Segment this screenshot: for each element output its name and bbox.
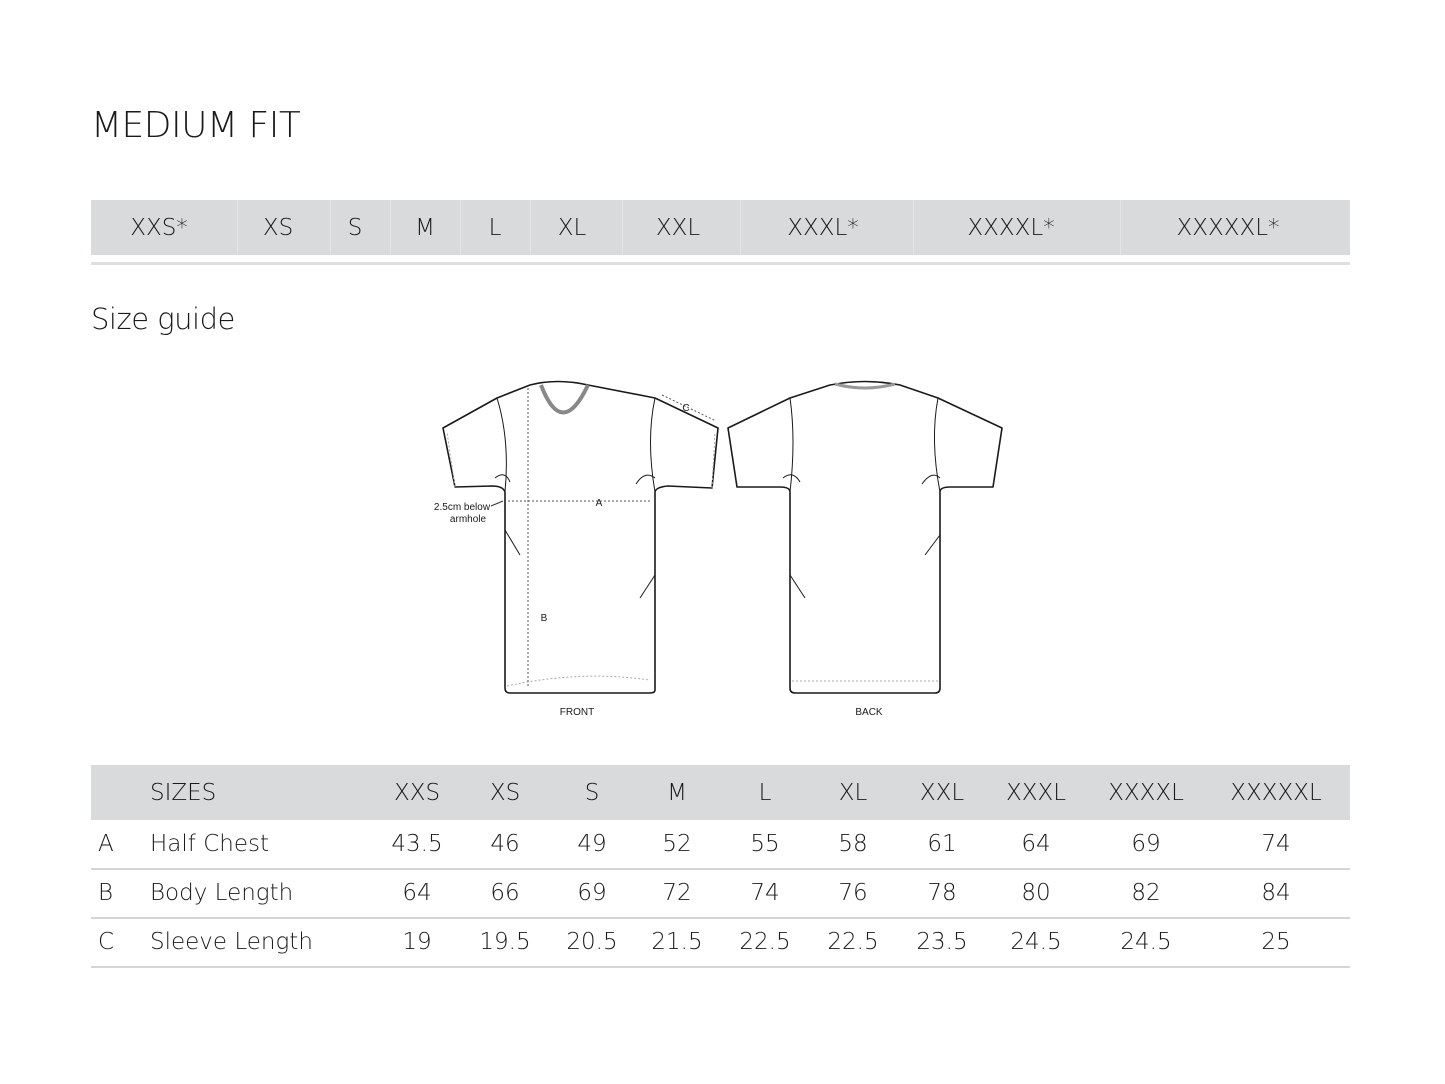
measure-value: 78	[927, 880, 957, 906]
section-title: Size guide	[91, 302, 235, 336]
size-column-header: XXXXXL	[1230, 779, 1322, 806]
measure-value: 22.5	[739, 929, 791, 955]
column-separator	[913, 200, 914, 255]
available-size: S	[347, 214, 363, 241]
available-size: XL	[557, 214, 587, 241]
tshirt-back-drawing	[727, 380, 1003, 694]
measure-key: C	[98, 929, 115, 955]
measure-value: 46	[490, 831, 520, 857]
measure-value: 66	[490, 880, 520, 906]
measure-value: 49	[577, 831, 607, 857]
tshirt-front-drawing	[442, 380, 719, 694]
table-row: C Sleeve Length 19 19.5 20.5 21.5 22.5 22.5 23.5…	[91, 918, 1350, 968]
measure-value: 24.5	[1010, 929, 1062, 955]
measure-value: 19	[402, 929, 432, 955]
available-size: L	[488, 214, 502, 241]
column-separator	[390, 200, 391, 255]
available-size: XXXL*	[787, 214, 859, 241]
measure-key: B	[98, 880, 114, 906]
size-column-header: XXL	[919, 779, 965, 806]
table-row: A Half Chest 43.5 46 49 52 55 58 61 64 69 74	[91, 820, 1350, 870]
column-separator	[622, 200, 623, 255]
available-size: M	[415, 214, 435, 241]
available-size: XXXXL*	[967, 214, 1055, 241]
sizes-header-label: SIZES	[150, 779, 217, 806]
measure-value: 21.5	[651, 929, 703, 955]
page-title: MEDIUM FIT	[91, 105, 301, 146]
column-separator	[237, 200, 238, 255]
size-column-header: XXXXL	[1108, 779, 1184, 806]
size-column-header: XXXL	[1005, 779, 1067, 806]
measure-value: 52	[662, 831, 692, 857]
column-separator	[330, 200, 331, 255]
measure-value: 80	[1021, 880, 1051, 906]
column-separator	[740, 200, 741, 255]
back-label: BACK	[855, 707, 883, 718]
column-separator	[1120, 200, 1121, 255]
measure-value: 69	[1131, 831, 1161, 857]
column-separator	[460, 200, 461, 255]
divider	[91, 262, 1350, 265]
size-column-header: XXS	[393, 779, 441, 806]
measure-value: 43.5	[391, 831, 443, 857]
available-size: XXXXXL*	[1176, 214, 1280, 241]
table-row: B Body Length 64 66 69 72 74 76 78 80 82 84	[91, 869, 1350, 919]
size-column-header: M	[667, 779, 687, 806]
measure-a-label: A	[596, 498, 603, 509]
measure-value: 69	[577, 880, 607, 906]
measure-value: 72	[662, 880, 692, 906]
available-size: XS	[262, 214, 294, 241]
front-label: FRONT	[560, 707, 594, 718]
column-separator	[530, 200, 531, 255]
measure-value: 84	[1261, 880, 1291, 906]
measure-value: 55	[750, 831, 780, 857]
measure-label: Half Chest	[150, 831, 269, 857]
measure-value: 19.5	[479, 929, 531, 955]
measure-value: 61	[927, 831, 957, 857]
measure-value: 20.5	[566, 929, 618, 955]
measure-value: 58	[838, 831, 868, 857]
available-size: XXS*	[130, 214, 188, 241]
available-sizes-bar: XXS* XS S M L XL XXL XXXL* XXXXL* XXXXXL*	[91, 200, 1350, 255]
measure-b-label: B	[541, 613, 548, 624]
size-column-header: L	[758, 779, 772, 806]
measure-value: 24.5	[1120, 929, 1172, 955]
measure-value: 22.5	[827, 929, 879, 955]
measure-value: 76	[838, 880, 868, 906]
measure-value: 25	[1261, 929, 1291, 955]
size-column-header: S	[584, 779, 600, 806]
size-column-header: XL	[838, 779, 868, 806]
size-table-header: SIZES XXS XS S M L XL XXL XXXL XXXXL XXXXXL	[91, 765, 1350, 820]
measure-value: 64	[1021, 831, 1051, 857]
measure-value: 74	[750, 880, 780, 906]
measure-value: 23.5	[916, 929, 968, 955]
measure-key: A	[98, 831, 114, 857]
measure-value: 82	[1131, 880, 1161, 906]
measure-label: Sleeve Length	[150, 929, 313, 955]
measure-c-label: C	[682, 403, 689, 414]
measure-label: Body Length	[150, 880, 294, 906]
measure-value: 74	[1261, 831, 1291, 857]
measure-value: 64	[402, 880, 432, 906]
size-column-header: XS	[489, 779, 521, 806]
available-size: XXL	[655, 214, 701, 241]
measure-note-line2: armhole	[450, 514, 487, 525]
measure-note-line1: 2.5cm below	[434, 502, 491, 513]
